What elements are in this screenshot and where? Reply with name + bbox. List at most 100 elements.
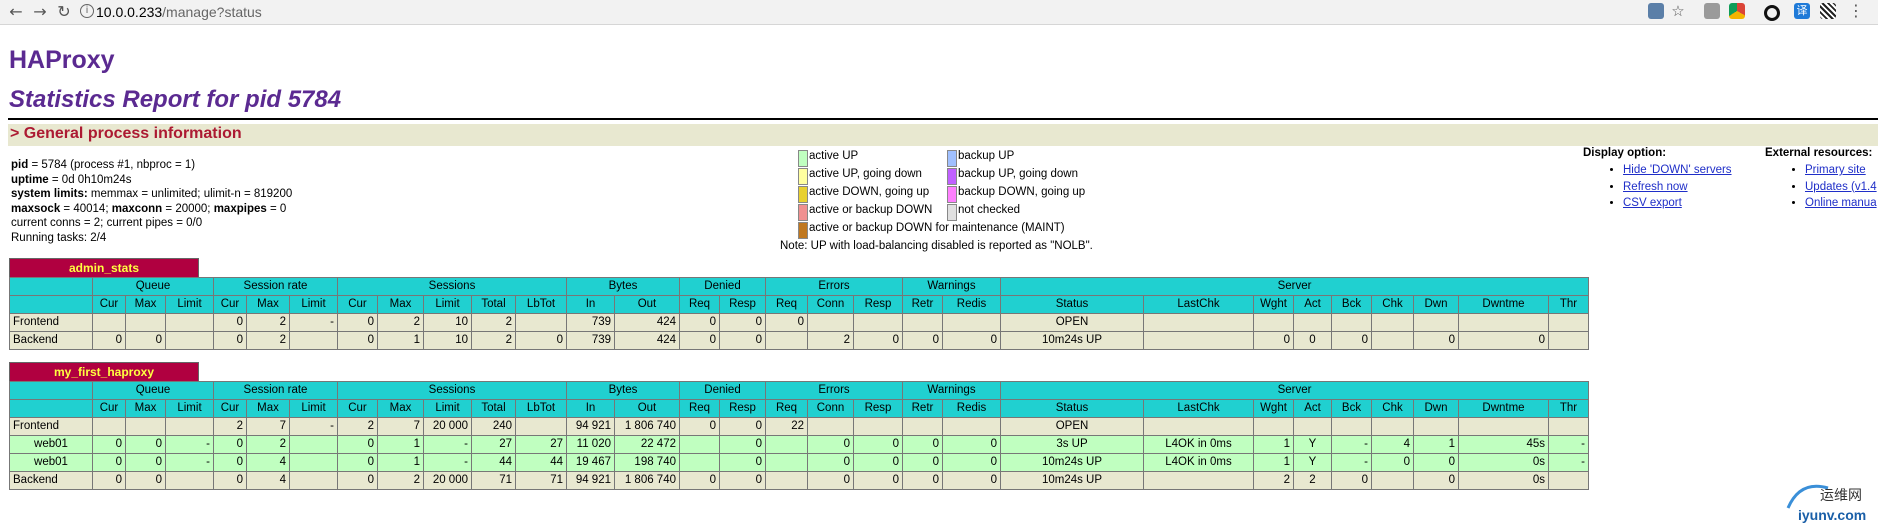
- table-cell: [765, 471, 808, 490]
- table-cell: 1 806 740: [614, 417, 680, 436]
- legend-label: backup UP: [958, 150, 1015, 162]
- table-cell: 0: [853, 435, 903, 454]
- external-resource-link[interactable]: Primary site: [1805, 164, 1866, 176]
- table-cell: 0: [213, 471, 247, 490]
- column-header: Chk: [1371, 295, 1414, 314]
- table-cell: Y: [1293, 435, 1332, 454]
- table-cell: 0: [719, 331, 766, 350]
- table-cell: 0: [902, 453, 943, 472]
- table-cell: 0: [902, 471, 943, 490]
- column-header: Status: [1000, 295, 1144, 314]
- table-cell: 0: [1371, 453, 1414, 472]
- column-header: Cur: [92, 295, 126, 314]
- maxconn-value: = 20000;: [162, 202, 214, 215]
- table-cell: -: [1548, 453, 1589, 472]
- page-subtitle: Statistics Report for pid 5784: [9, 86, 342, 113]
- reload-icon[interactable]: ↻: [57, 2, 71, 21]
- row-label[interactable]: Backend: [9, 471, 93, 490]
- table-cell: 0: [1293, 331, 1332, 350]
- table-row: web01 0 0-0 4 0 1-44 44 19 467 198 740 0 0 0 0 0 10m24…: [9, 453, 1589, 472]
- table-cell: 0: [1413, 453, 1459, 472]
- section-header: > General process information: [8, 124, 1878, 146]
- translate-page-icon[interactable]: [1648, 3, 1664, 19]
- table-cell: 2: [377, 313, 424, 332]
- table-cell: -: [1548, 435, 1589, 454]
- column-header: Req: [679, 295, 720, 314]
- address-bar[interactable]: 10.0.0.233/manage?status: [96, 2, 262, 22]
- table-cell: [1548, 331, 1589, 350]
- table-cell: 2: [377, 471, 424, 490]
- legend-swatch: [798, 168, 808, 185]
- table-cell: 27: [515, 435, 567, 454]
- proxy-name[interactable]: admin_stats: [9, 258, 199, 278]
- table-cell: 2: [1293, 471, 1332, 490]
- table-cell: 20 000: [423, 471, 472, 490]
- row-label[interactable]: Frontend: [9, 313, 93, 332]
- display-option-link[interactable]: CSV export: [1623, 197, 1682, 209]
- legend-swatch: [947, 168, 957, 185]
- translate-extension-icon[interactable]: 译: [1794, 3, 1810, 19]
- table-cell: [1331, 417, 1372, 436]
- extension-icon[interactable]: [1704, 3, 1720, 19]
- external-resource-item: Primary site: [1805, 162, 1877, 179]
- external-resource-link[interactable]: Online manua: [1805, 197, 1877, 209]
- table-cell: 0: [1413, 331, 1459, 350]
- back-arrow-icon[interactable]: ←: [9, 2, 23, 21]
- display-option-link[interactable]: Refresh now: [1623, 180, 1688, 193]
- table-cell: [92, 313, 126, 332]
- divider: [8, 118, 1878, 120]
- table-row: Backend 0 0 0 4 0 2 20 000 71 71 94 921 1 806 740 0 0…: [9, 471, 1589, 490]
- group-header: Denied: [679, 277, 766, 296]
- table-cell: [1548, 417, 1589, 436]
- table-cell: [1143, 471, 1254, 490]
- column-header: Limit: [165, 399, 214, 418]
- column-header: Limit: [165, 295, 214, 314]
- qr-code-icon[interactable]: [1820, 3, 1836, 19]
- column-header: Dwn: [1413, 295, 1459, 314]
- group-header: Bytes: [566, 277, 680, 296]
- forward-arrow-icon[interactable]: →: [33, 2, 47, 21]
- row-label[interactable]: Backend: [9, 331, 93, 350]
- column-header: Resp: [853, 399, 903, 418]
- group-header: Session rate: [213, 277, 338, 296]
- page-title: HAProxy: [9, 46, 115, 74]
- page-info-icon[interactable]: i: [80, 4, 94, 18]
- row-label[interactable]: web01: [9, 435, 93, 454]
- row-label[interactable]: Frontend: [9, 417, 93, 436]
- menu-icon[interactable]: ⋮: [1848, 1, 1864, 20]
- group-header: Denied: [679, 381, 766, 400]
- group-header: [9, 381, 93, 400]
- bookmark-star-icon[interactable]: ☆: [1671, 2, 1685, 20]
- column-header: Max: [246, 399, 290, 418]
- external-resource-link[interactable]: Updates (v1.4: [1805, 180, 1877, 193]
- table-cell: 0: [125, 331, 166, 350]
- url-path: /manage?status: [162, 4, 262, 20]
- table-cell: 2: [213, 417, 247, 436]
- table-cell: 4: [1371, 435, 1414, 454]
- legend-swatch: [947, 204, 957, 221]
- circle-extension-icon[interactable]: [1764, 5, 1780, 21]
- row-label[interactable]: web01: [9, 453, 93, 472]
- column-header: Max: [246, 295, 290, 314]
- table-cell: 2: [337, 417, 378, 436]
- maxsock-value: = 40014;: [60, 202, 112, 215]
- table-cell: [679, 435, 720, 454]
- table-cell: [807, 313, 854, 332]
- table-cell: [1293, 417, 1332, 436]
- table-cell: 19 467: [566, 453, 615, 472]
- table-cell: [515, 313, 567, 332]
- proxy-name[interactable]: my_first_haproxy: [9, 362, 199, 382]
- column-header: Bck: [1331, 399, 1372, 418]
- group-header: [9, 277, 93, 296]
- uptime-label: uptime: [11, 173, 49, 186]
- table-cell: 1: [377, 331, 424, 350]
- watermark-logo: 运维网 iyunv.com: [1786, 484, 1866, 523]
- table-cell: 0: [765, 313, 808, 332]
- display-option-link[interactable]: Hide 'DOWN' servers: [1623, 164, 1732, 176]
- table-cell: 2: [471, 313, 516, 332]
- table-cell: 0: [515, 331, 567, 350]
- chrome-extension-icon[interactable]: [1729, 3, 1745, 19]
- table-cell: 0: [719, 471, 766, 490]
- proxy-stats-table: Queue Session rate Sessions Bytes Denied Erro…: [9, 277, 1589, 350]
- external-resource-item: Updates (v1.4: [1805, 179, 1877, 196]
